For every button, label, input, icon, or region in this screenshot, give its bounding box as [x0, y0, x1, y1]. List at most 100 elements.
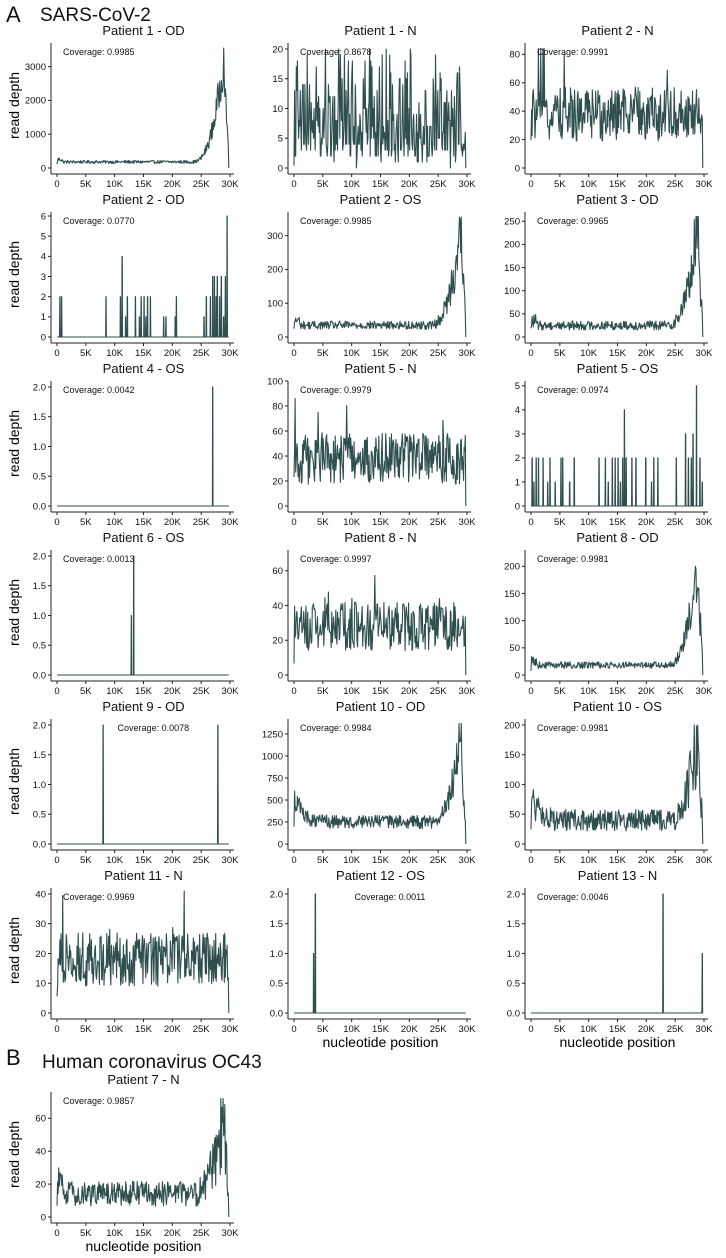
y-tick-label: 2 — [515, 453, 520, 464]
x-tick-label: 10K — [343, 855, 361, 866]
x-tick-label: 0 — [528, 855, 533, 866]
x-axis-label: nucleotide position — [323, 1034, 439, 1050]
y-tick-label: 20 — [272, 476, 283, 487]
read-depth-line — [293, 397, 467, 507]
y-tick-label: 0.5 — [507, 979, 520, 990]
x-tick-label: 25K — [667, 348, 685, 359]
read-depth-line — [530, 48, 704, 169]
x-tick-label: 20K — [164, 179, 182, 190]
x-tick-label: 25K — [667, 1024, 685, 1035]
y-tick-label: 40 — [272, 601, 283, 612]
x-tick-label: 30K — [222, 179, 240, 190]
y-tick-label: 0 — [41, 1212, 46, 1223]
x-tick-label: 5K — [80, 517, 92, 528]
x-tick-label: 0 — [54, 855, 59, 866]
coverage-label: Coverage: 0.0013 — [63, 554, 135, 564]
x-tick-label: 15K — [135, 855, 153, 866]
y-tick-label: 3 — [515, 429, 520, 440]
coverage-plot-16: Patient 11 - N 0 10 20 30 40 0 5K 10K 15K 20K 25K 30… — [6, 868, 239, 1035]
x-tick-label: 10K — [580, 517, 598, 528]
x-tick-label: 10K — [343, 179, 361, 190]
x-tick-label: 30K — [459, 517, 477, 528]
x-tick-label: 5K — [80, 1024, 92, 1035]
y-tick-label: 250 — [267, 817, 283, 828]
y-tick-label: 40 — [35, 1147, 46, 1158]
coverage-label: Coverage: 0.9984 — [300, 723, 372, 733]
x-tick-label: 20K — [164, 686, 182, 697]
x-tick-label: 5K — [554, 517, 566, 528]
plot-title: Patient 6 - OS — [103, 530, 185, 545]
y-tick-label: 4 — [515, 405, 520, 416]
y-tick-label: 0 — [515, 670, 520, 681]
x-tick-label: 30K — [696, 1024, 714, 1035]
x-tick-label: 0 — [291, 517, 296, 528]
coverage-label: Coverage: 0.9997 — [300, 554, 372, 564]
coverage-label: Coverage: 0.0974 — [537, 385, 609, 395]
x-tick-label: 10K — [580, 348, 598, 359]
read-depth-line — [294, 893, 466, 1014]
coverage-plot-1: Patient 1 - OD 0 1000 2000 3000 0 5K 10K 15K 20K 2… — [6, 23, 240, 190]
x-tick-label: 30K — [696, 348, 714, 359]
y-tick-label: 2.0 — [33, 551, 46, 562]
plot-title: Patient 2 - OD — [102, 192, 184, 207]
x-axis-label: nucleotide position — [560, 1034, 676, 1050]
read-depth-line — [530, 724, 704, 845]
y-tick-label: 50 — [509, 309, 520, 320]
x-tick-label: 30K — [696, 179, 714, 190]
read-depth-line — [293, 48, 467, 169]
plot-title: Patient 8 - OD — [576, 530, 658, 545]
plot-title: Patient 4 - OS — [103, 361, 185, 376]
coverage-plot-17: Patient 12 - OS 0.0 0.5 1.0 1.5 2.0 0 5K 10K 15K 2… — [270, 868, 476, 1050]
plot-title: Patient 10 - OD — [336, 699, 426, 714]
coverage-plot-6: Patient 3 - OD 0 50 100 150 200 250 0 5K 10K 15K 20… — [504, 192, 714, 359]
read-depth-line — [57, 724, 229, 845]
y-tick-label: 2.0 — [33, 382, 46, 393]
x-tick-label: 20K — [401, 348, 419, 359]
y-axis-label: read depth — [6, 748, 22, 815]
coverage-plot-15: Patient 10 - OS 0 50 100 150 200 0 5K 10K 15K 20K 2… — [504, 699, 714, 866]
coverage-label: Coverage: 0.9979 — [300, 385, 372, 395]
x-tick-label: 30K — [459, 855, 477, 866]
x-tick-label: 15K — [609, 348, 627, 359]
y-tick-label: 4 — [41, 252, 46, 263]
y-tick-label: 100 — [267, 376, 283, 387]
x-tick-label: 30K — [696, 855, 714, 866]
y-tick-label: 50 — [509, 643, 520, 654]
x-tick-label: 5K — [554, 686, 566, 697]
y-tick-label: 20 — [35, 1179, 46, 1190]
y-tick-label: 0 — [278, 501, 283, 512]
panel-b-letter: B — [6, 1045, 21, 1070]
y-tick-label: 60 — [272, 566, 283, 577]
x-tick-label: 0 — [528, 686, 533, 697]
x-tick-label: 10K — [106, 517, 124, 528]
read-depth-line — [56, 47, 230, 169]
x-tick-label: 15K — [372, 855, 390, 866]
y-tick-label: 0.0 — [33, 501, 46, 512]
x-tick-label: 0 — [291, 686, 296, 697]
read-depth-line — [293, 575, 467, 676]
x-tick-label: 5K — [80, 686, 92, 697]
x-tick-label: 5K — [317, 348, 329, 359]
coverage-label: Coverage: 0.0042 — [63, 385, 135, 395]
coverage-label: Coverage: 0.9981 — [537, 554, 609, 564]
y-tick-label: 0.0 — [270, 1008, 283, 1019]
plot-title: Patient 11 - N — [104, 868, 183, 883]
y-tick-label: 1.0 — [33, 442, 46, 453]
y-tick-label: 5 — [41, 231, 46, 242]
y-tick-label: 150 — [504, 589, 520, 600]
y-axis-label: read depth — [6, 72, 22, 139]
y-tick-label: 80 — [509, 50, 520, 61]
y-tick-label: 0 — [278, 670, 283, 681]
x-tick-label: 5K — [80, 348, 92, 359]
x-tick-label: 5K — [554, 1024, 566, 1035]
coverage-label: Coverage: 0.9965 — [537, 216, 609, 226]
x-tick-label: 25K — [667, 179, 685, 190]
x-tick-label: 15K — [135, 179, 153, 190]
y-tick-label: 1000 — [25, 130, 46, 141]
x-tick-label: 5K — [80, 1228, 92, 1239]
plot-title: Patient 7 - N — [107, 1072, 179, 1087]
read-depth-line — [57, 386, 229, 507]
x-tick-label: 10K — [580, 1024, 598, 1035]
y-axis-label: read depth — [6, 1121, 22, 1188]
coverage-label: Coverage: 0.9857 — [63, 1096, 135, 1106]
